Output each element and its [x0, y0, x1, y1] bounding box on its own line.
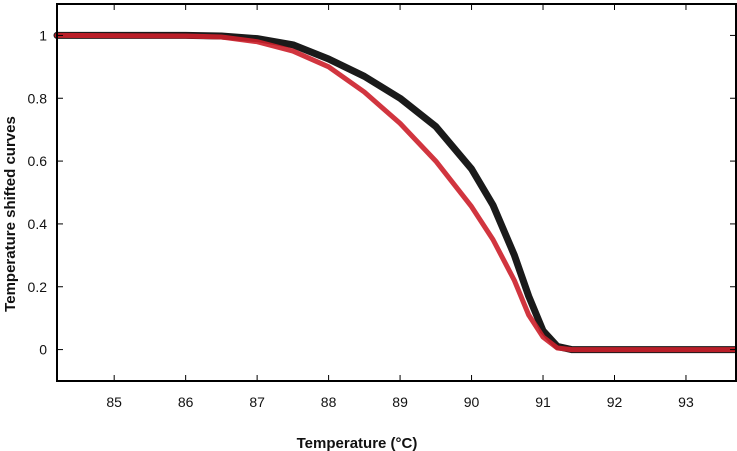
x-tick-label: 88 [321, 394, 337, 410]
y-tick-label: 0.2 [28, 279, 48, 295]
series-line-2 [54, 32, 737, 353]
x-tick-label: 91 [535, 394, 551, 410]
y-tick-label: 0 [39, 342, 47, 358]
x-tick-label: 90 [464, 394, 480, 410]
y-axis-title: Temperature shifted curves [2, 116, 19, 312]
ticks-layer: 85 86 87 88 89 90 91 92 93 0 0.2 0.4 0.6 0.8 1 [28, 4, 736, 410]
series-line-1 [53, 31, 737, 354]
x-axis-title: Temperature (°C) [297, 435, 418, 451]
x-tick-label: 86 [178, 394, 194, 410]
x-tick-label: 93 [678, 394, 694, 410]
plot-frame [56, 3, 737, 382]
y-tick-label: 0.8 [28, 90, 48, 106]
y-tick-label: 0.4 [28, 216, 48, 232]
curves-layer [53, 31, 737, 354]
x-tick-label: 92 [607, 394, 623, 410]
x-tick-label: 87 [249, 394, 265, 410]
y-tick-label: 0.6 [28, 153, 48, 169]
x-tick-label: 85 [106, 394, 122, 410]
y-tick-label: 1 [39, 27, 47, 43]
x-tick-label: 89 [392, 394, 408, 410]
